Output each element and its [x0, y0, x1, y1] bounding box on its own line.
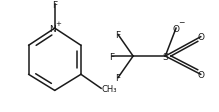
Text: N: N: [49, 24, 55, 33]
Text: CH₃: CH₃: [102, 84, 117, 93]
Text: F: F: [109, 52, 114, 61]
Text: S: S: [162, 52, 168, 61]
Text: F: F: [115, 73, 121, 82]
Text: O: O: [197, 33, 204, 42]
Text: F: F: [115, 31, 121, 40]
Text: F: F: [52, 1, 57, 10]
Text: +: +: [56, 20, 62, 26]
Text: −: −: [178, 18, 184, 27]
Text: O: O: [173, 24, 180, 33]
Text: O: O: [197, 70, 204, 79]
